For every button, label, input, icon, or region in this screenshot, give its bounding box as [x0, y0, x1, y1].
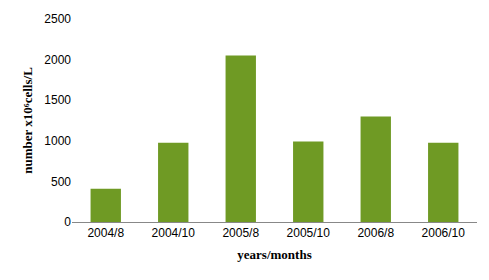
svg-text:0: 0	[64, 215, 71, 229]
svg-text:number x10⁶cells/L: number x10⁶cells/L	[20, 67, 35, 174]
svg-text:2004/10: 2004/10	[152, 226, 196, 240]
svg-text:2005/10: 2005/10	[287, 226, 331, 240]
svg-text:2000: 2000	[44, 53, 71, 67]
svg-text:2005/8: 2005/8	[222, 226, 259, 240]
svg-text:2500: 2500	[44, 12, 71, 26]
svg-text:1500: 1500	[44, 93, 71, 107]
svg-text:2006/8: 2006/8	[357, 226, 394, 240]
svg-text:2006/10: 2006/10	[422, 226, 466, 240]
svg-text:500: 500	[51, 175, 71, 189]
svg-text:1000: 1000	[44, 134, 71, 148]
svg-text:2004/8: 2004/8	[87, 226, 124, 240]
svg-text:years/months: years/months	[237, 247, 311, 262]
